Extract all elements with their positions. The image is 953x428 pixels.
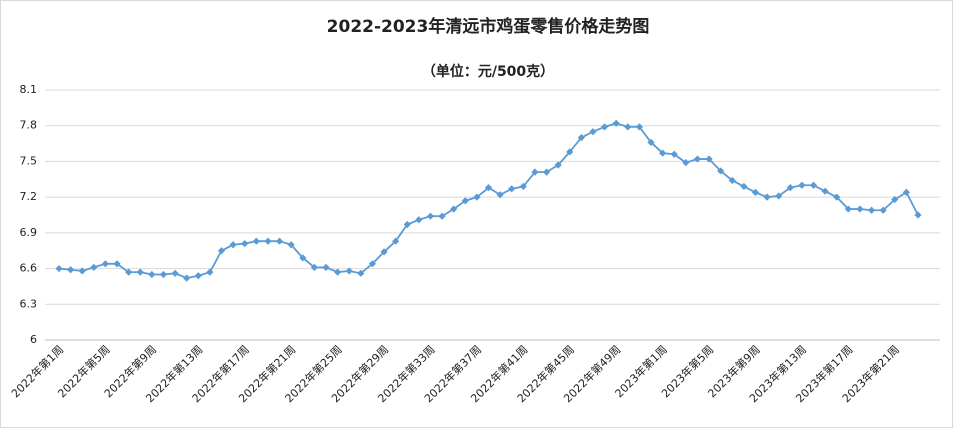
data-point [809, 181, 818, 189]
data-point [287, 241, 295, 249]
data-point [902, 188, 910, 196]
data-point [717, 167, 725, 175]
data-point [531, 168, 539, 176]
data-point [345, 267, 353, 275]
data-point [624, 123, 632, 131]
data-point [206, 268, 214, 276]
data-point [90, 263, 98, 271]
data-point [473, 193, 481, 201]
data-point [740, 182, 748, 191]
data-point [577, 134, 585, 142]
data-point [867, 206, 876, 214]
data-point [670, 150, 678, 158]
data-point [194, 272, 202, 280]
data-point [380, 248, 388, 256]
data-point [229, 241, 237, 249]
data-point [78, 267, 86, 275]
data-point [484, 184, 493, 192]
data-point [217, 247, 226, 255]
data-point [786, 184, 794, 192]
data-point [519, 182, 527, 191]
data-point [125, 268, 133, 276]
data-point [450, 205, 458, 213]
data-point [426, 212, 435, 220]
data-point [368, 260, 377, 268]
data-point [612, 119, 620, 127]
data-point [763, 193, 771, 201]
data-point [798, 181, 806, 189]
chart-subtitle: （单位：元/500克） [422, 63, 554, 80]
data-point [647, 138, 655, 146]
data-point [159, 270, 168, 279]
data-point [357, 269, 365, 277]
data-point [392, 237, 400, 245]
data-point [136, 268, 144, 276]
y-tick-label: 6.3 [20, 297, 38, 310]
y-tick-label: 6 [30, 333, 37, 346]
data-point [542, 168, 551, 176]
data-point [554, 161, 562, 169]
data-point [856, 205, 864, 213]
data-point [101, 260, 110, 268]
data-point [891, 195, 899, 204]
y-tick-label: 7.8 [20, 119, 38, 132]
data-point [461, 197, 469, 205]
data-point [914, 211, 922, 219]
data-point [833, 193, 841, 201]
data-point [264, 237, 272, 245]
data-point [508, 185, 516, 193]
data-point [589, 128, 597, 136]
data-point [705, 155, 713, 163]
data-point [333, 268, 342, 276]
data-point [844, 205, 852, 213]
data-point [55, 264, 63, 273]
data-point [171, 269, 179, 277]
data-point [438, 212, 446, 220]
y-tick-label: 6.9 [20, 226, 38, 239]
y-tick-label: 7.5 [20, 154, 38, 167]
data-point [252, 237, 260, 245]
data-point [403, 220, 411, 229]
data-point [659, 149, 667, 157]
data-point [682, 159, 690, 167]
chart-title: 2022-2023年清远市鸡蛋零售价格走势图 [327, 16, 650, 37]
data-point [566, 148, 574, 156]
y-tick-label: 8.1 [20, 83, 38, 96]
data-point [299, 254, 307, 262]
data-point [67, 266, 75, 274]
data-point [821, 187, 829, 195]
data-point [148, 270, 156, 279]
data-point [241, 239, 249, 248]
data-point [751, 188, 760, 196]
data-point [600, 123, 609, 131]
data-point [693, 155, 702, 163]
data-point [635, 123, 644, 131]
data-point [113, 260, 121, 268]
data-point [275, 237, 284, 245]
data-point [879, 206, 887, 214]
data-point [728, 176, 736, 185]
data-point [183, 274, 191, 282]
data-point [310, 263, 318, 271]
data-point [775, 192, 783, 200]
y-tick-label: 6.6 [20, 262, 38, 275]
y-tick-label: 7.2 [20, 190, 38, 203]
data-point [322, 263, 330, 271]
data-point [415, 216, 423, 224]
data-point [496, 191, 504, 199]
